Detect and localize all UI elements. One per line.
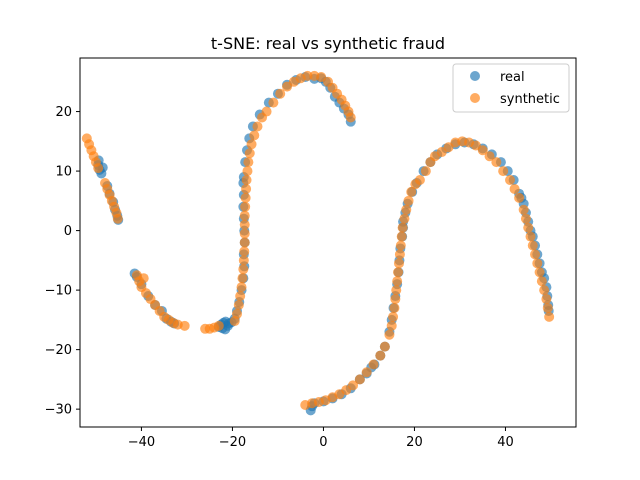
point-synthetic-125 <box>534 267 545 278</box>
point-synthetic-112 <box>484 151 495 162</box>
point-synthetic-5 <box>93 163 104 174</box>
legend: real synthetic <box>452 63 570 113</box>
point-synthetic-129 <box>542 302 553 313</box>
point-synthetic-78 <box>354 374 365 385</box>
point-synthetic-44 <box>240 192 251 203</box>
point-synthetic-45 <box>241 183 252 194</box>
point-synthetic-33 <box>235 291 246 302</box>
point-synthetic-87 <box>390 294 401 305</box>
point-synthetic-92 <box>394 249 405 260</box>
point-synthetic-41 <box>239 219 250 230</box>
point-synthetic-113 <box>491 157 502 168</box>
point-synthetic-49 <box>244 148 255 159</box>
point-synthetic-47 <box>242 166 253 177</box>
point-synthetic-88 <box>391 285 402 296</box>
point-synthetic-124 <box>532 258 543 269</box>
point-synthetic-123 <box>530 249 541 260</box>
x-tick-label: 20 <box>406 435 423 450</box>
point-synthetic-80 <box>368 359 379 370</box>
point-synthetic-42 <box>239 210 250 221</box>
point-synthetic-118 <box>518 204 529 215</box>
point-synthetic-102 <box>420 166 431 177</box>
point-synthetic-32 <box>233 299 244 310</box>
point-synthetic-40 <box>239 228 250 239</box>
point-synthetic-82 <box>379 341 390 352</box>
point-synthetic-35 <box>237 273 248 284</box>
point-synthetic-36 <box>238 264 249 275</box>
points-layer <box>81 70 555 416</box>
x-tick-label: −20 <box>219 435 246 450</box>
point-synthetic-12 <box>112 213 123 224</box>
point-synthetic-94 <box>396 231 407 242</box>
point-synthetic-56 <box>275 88 286 99</box>
legend-label-real: real <box>500 70 525 85</box>
point-synthetic-37 <box>238 255 249 266</box>
point-synthetic-50 <box>246 139 257 150</box>
point-synthetic-38 <box>239 246 250 257</box>
point-synthetic-97 <box>401 204 412 215</box>
point-synthetic-99 <box>406 186 417 197</box>
point-synthetic-43 <box>240 201 251 212</box>
point-synthetic-51 <box>249 130 260 141</box>
point-synthetic-93 <box>395 240 406 251</box>
point-synthetic-84 <box>386 320 397 331</box>
point-synthetic-85 <box>388 311 399 322</box>
point-synthetic-120 <box>523 222 534 233</box>
point-synthetic-39 <box>239 237 250 248</box>
legend-marker-real <box>470 71 480 81</box>
y-tick-label: 20 <box>55 105 72 120</box>
legend-label-synthetic: synthetic <box>500 92 560 107</box>
y-tick-label: −10 <box>45 284 72 299</box>
point-synthetic-115 <box>505 175 516 186</box>
x-tick-label: 40 <box>497 435 514 450</box>
point-synthetic-116 <box>509 183 520 194</box>
point-synthetic-29 <box>213 320 224 331</box>
point-synthetic-52 <box>252 121 263 132</box>
point-synthetic-130 <box>544 311 555 322</box>
point-synthetic-77 <box>348 380 359 391</box>
point-synthetic-86 <box>389 302 400 313</box>
x-tick-label: −40 <box>128 435 155 450</box>
point-synthetic-119 <box>520 213 531 224</box>
point-synthetic-96 <box>399 213 410 224</box>
point-synthetic-121 <box>525 231 536 242</box>
plot-frame <box>79 57 577 428</box>
point-synthetic-25 <box>179 320 190 331</box>
point-synthetic-91 <box>393 258 404 269</box>
point-synthetic-54 <box>261 106 272 117</box>
point-synthetic-90 <box>393 267 404 278</box>
legend-box <box>452 63 570 113</box>
y-tick-label: 0 <box>64 224 72 239</box>
point-synthetic-111 <box>477 145 488 156</box>
point-synthetic-127 <box>539 285 550 296</box>
point-synthetic-69 <box>345 112 356 123</box>
x-axis: −40 −20 0 20 40 <box>128 427 514 450</box>
point-synthetic-81 <box>375 350 386 361</box>
legend-marker-synthetic <box>470 93 480 103</box>
point-synthetic-114 <box>498 166 509 177</box>
point-synthetic-16 <box>138 273 149 284</box>
x-tick-label: 0 <box>319 435 327 450</box>
point-synthetic-128 <box>541 294 552 305</box>
point-synthetic-101 <box>414 175 425 186</box>
point-synthetic-117 <box>514 192 525 203</box>
y-axis: −30 −20 −10 0 10 20 <box>45 105 80 418</box>
point-synthetic-31 <box>231 308 242 319</box>
point-synthetic-89 <box>392 276 403 287</box>
point-synthetic-95 <box>397 222 408 233</box>
point-synthetic-48 <box>243 157 254 168</box>
chart-title: t-SNE: real vs synthetic fraud <box>211 34 445 53</box>
y-tick-label: −30 <box>45 403 72 418</box>
point-synthetic-55 <box>268 97 279 108</box>
point-synthetic-98 <box>403 195 414 206</box>
point-synthetic-126 <box>536 276 547 287</box>
y-tick-label: −20 <box>45 343 72 358</box>
point-synthetic-83 <box>384 329 395 340</box>
point-synthetic-46 <box>241 175 252 186</box>
point-synthetic-79 <box>361 367 372 378</box>
point-synthetic-122 <box>527 240 538 251</box>
y-tick-label: 10 <box>55 165 72 180</box>
point-synthetic-34 <box>236 282 247 293</box>
